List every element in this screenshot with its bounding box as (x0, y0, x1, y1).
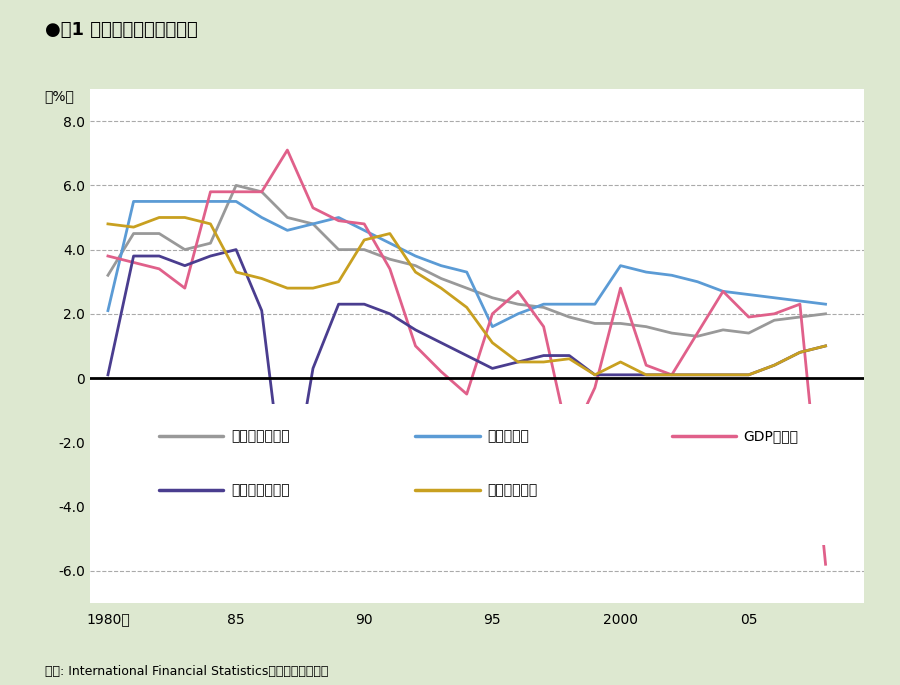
Text: ●図1 日本の利子率と成長率: ●図1 日本の利子率と成長率 (45, 21, 198, 38)
Text: 貸出利子率: 貸出利子率 (487, 429, 529, 443)
Text: 短期国債利回り: 短期国債利回り (231, 484, 290, 497)
Bar (90, 403, 864, 545)
Text: （%）: （%） (45, 89, 75, 103)
Text: GDP成長率: GDP成長率 (743, 429, 798, 443)
Text: コールレート: コールレート (487, 484, 537, 497)
Text: 出所: International Financial Statistics（国際通貨基金）: 出所: International Financial Statistics（国… (45, 665, 328, 678)
Text: 長期国債利回り: 長期国債利回り (231, 429, 290, 443)
